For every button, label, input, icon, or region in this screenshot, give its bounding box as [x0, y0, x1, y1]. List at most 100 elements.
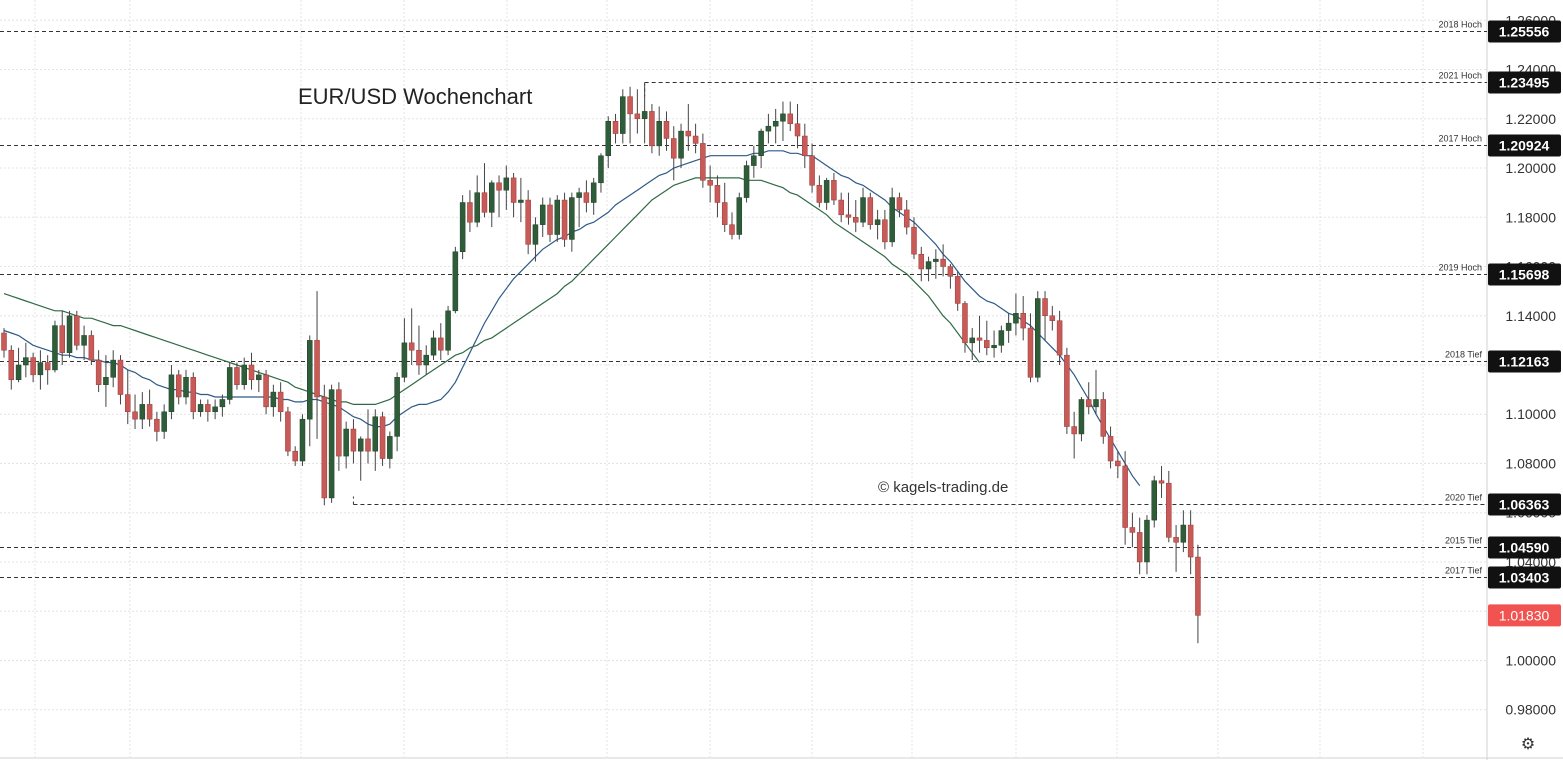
- candle-down: [8, 349, 15, 381]
- candle-down: [146, 404, 153, 420]
- candle-up: [299, 418, 306, 462]
- candle-down: [314, 340, 320, 398]
- candle-down: [321, 396, 328, 499]
- price-label: 1.04590: [1499, 540, 1550, 556]
- candle-down: [175, 374, 182, 398]
- candle-down: [816, 185, 823, 203]
- level-lines: [0, 31, 1487, 578]
- candle-down: [882, 219, 888, 243]
- y-tick-label: 1.10000: [1505, 406, 1556, 422]
- candle-down: [154, 418, 160, 432]
- candle-up: [933, 258, 939, 262]
- price-label-box: [1488, 536, 1561, 559]
- candle-down: [408, 342, 415, 351]
- candle-down: [132, 411, 138, 420]
- candle-down: [44, 362, 51, 371]
- candle-up: [110, 359, 116, 378]
- level-labels: 2018 Hoch 1.25556 2021 Hoch 1.23495 2017 Hoc…: [1438, 20, 1561, 627]
- candle-up: [678, 130, 684, 159]
- price-label-box: [1488, 20, 1561, 43]
- gear-icon[interactable]: ⚙: [1520, 736, 1536, 753]
- candle-up: [991, 345, 997, 349]
- candle-up: [1005, 322, 1012, 331]
- candle-up: [103, 377, 109, 385]
- candle-down: [74, 315, 80, 346]
- candle-down: [1195, 556, 1201, 616]
- candle-up: [401, 342, 408, 378]
- level-name-label: 2017 Tief: [1445, 566, 1483, 576]
- y-tick-label: 1.22000: [1505, 111, 1556, 127]
- candle-down: [1, 332, 7, 351]
- candle-down: [416, 349, 422, 366]
- candle-up: [372, 416, 379, 452]
- current-price-label-box: [1488, 604, 1561, 627]
- candle-down: [984, 340, 990, 349]
- candle-up: [81, 335, 87, 346]
- candle-down: [707, 180, 713, 186]
- level-name-label: 2019 Hoch: [1438, 263, 1482, 273]
- candle-up: [37, 362, 44, 376]
- y-tick-label: 0.98000: [1505, 702, 1556, 718]
- candle-up: [161, 411, 167, 432]
- candle-down: [685, 130, 692, 137]
- candle-down: [802, 135, 808, 156]
- candle-up: [459, 202, 466, 252]
- candle-up: [52, 325, 58, 371]
- price-label-box: [1488, 493, 1561, 516]
- candle-down: [1049, 315, 1056, 321]
- candle-down: [634, 113, 641, 120]
- price-label-box: [1488, 350, 1561, 373]
- level-name-label: 2021 Hoch: [1438, 71, 1482, 81]
- candle-down: [940, 258, 946, 267]
- candle-down: [809, 155, 815, 186]
- candle-down: [867, 197, 874, 225]
- level-name-label: 2018 Hoch: [1438, 20, 1482, 30]
- candle-down: [1166, 482, 1172, 538]
- candle-down: [510, 177, 517, 203]
- candle-down: [285, 411, 291, 452]
- candle-up: [532, 224, 539, 245]
- candle-down: [838, 199, 844, 216]
- candle-down: [336, 389, 342, 457]
- candle-up: [139, 404, 146, 420]
- candle-up: [1035, 298, 1041, 378]
- price-label: 1.12163: [1499, 354, 1550, 370]
- candle-down: [379, 416, 386, 459]
- candle-down: [903, 209, 910, 228]
- candle-down: [627, 96, 633, 115]
- candle-up: [256, 374, 262, 381]
- candle-up: [212, 406, 218, 413]
- candle-up: [394, 377, 400, 437]
- candle-down: [496, 182, 502, 191]
- candle-down: [234, 367, 240, 385]
- candle-down: [787, 113, 793, 124]
- candle-up: [452, 251, 459, 312]
- candle-up: [343, 428, 349, 457]
- level-name-label: 2017 Hoch: [1438, 134, 1482, 144]
- price-label: 1.25556: [1499, 24, 1550, 40]
- candle-down: [292, 450, 298, 462]
- y-tick-label: 1.20000: [1505, 160, 1556, 176]
- candle-down: [1020, 313, 1026, 329]
- level-name-label: 2015 Tief: [1445, 536, 1483, 546]
- candle-up: [620, 96, 626, 134]
- candle-up: [765, 125, 772, 132]
- candle-up: [874, 219, 881, 225]
- candle-down: [831, 180, 837, 201]
- candle-up: [751, 155, 757, 166]
- candle-up: [270, 391, 277, 408]
- candle-up: [605, 121, 611, 156]
- candle-down: [612, 121, 619, 134]
- candle-up: [860, 197, 866, 223]
- candle-down: [438, 337, 444, 351]
- price-label: 1.23495: [1499, 75, 1550, 91]
- candle-up: [889, 197, 895, 243]
- candle-down: [896, 197, 903, 211]
- y-tick-label: 1.18000: [1505, 209, 1556, 225]
- candle-up: [241, 364, 247, 385]
- candle-down: [95, 359, 102, 385]
- candle-down: [1122, 465, 1128, 528]
- candle-up: [998, 330, 1005, 346]
